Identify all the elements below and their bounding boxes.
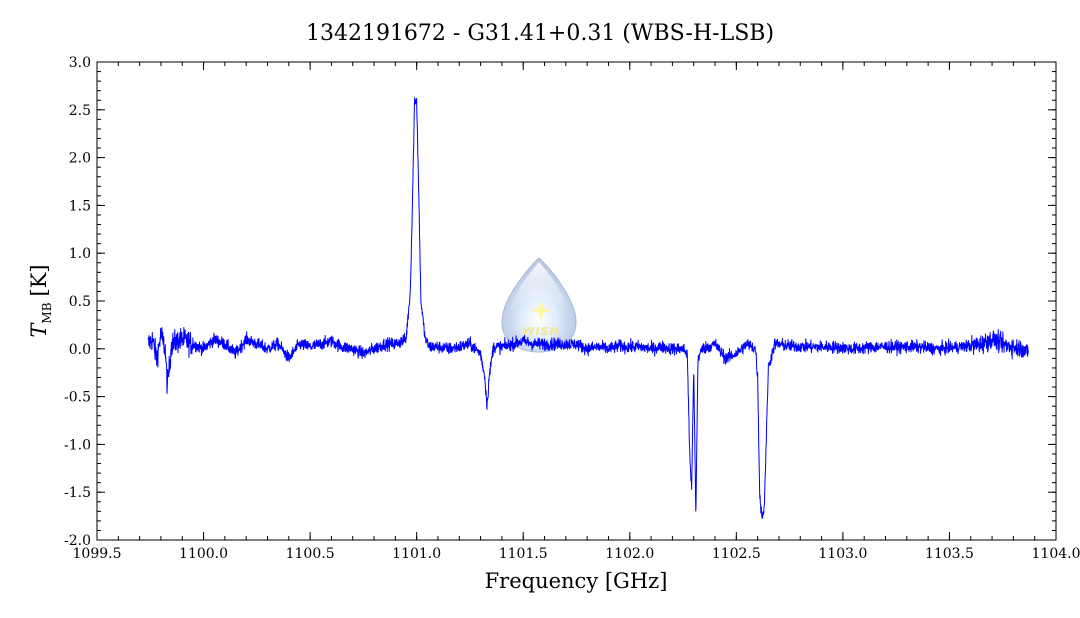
y-tick-label: 1.5 xyxy=(69,198,91,214)
y-tick-label: 2.0 xyxy=(69,151,91,167)
x-tick-label: 1101.5 xyxy=(499,546,548,562)
y-axis-unit: [K] xyxy=(27,264,51,296)
y-tick-label: 3.0 xyxy=(69,55,91,71)
x-tick-label: 1100.0 xyxy=(179,546,228,562)
axis-ticks xyxy=(96,61,1057,541)
star-icon xyxy=(531,300,551,321)
x-tick-label: 1101.0 xyxy=(392,546,441,562)
x-axis-label: Frequency [GHz] xyxy=(485,569,668,593)
y-tick-label: -0.5 xyxy=(64,390,91,406)
x-tick-label: 1102.5 xyxy=(712,546,761,562)
y-tick-label: 0.5 xyxy=(69,294,91,310)
y-tick-label: -1.5 xyxy=(64,485,91,501)
y-axis-symbol: T xyxy=(27,322,51,338)
x-tick-label: 1099.5 xyxy=(73,546,122,562)
y-axis-label: TMB [K] xyxy=(27,264,54,337)
y-tick-label: 0.0 xyxy=(69,342,91,358)
chart-title: 1342191672 - G31.41+0.31 (WBS-H-LSB) xyxy=(306,21,774,46)
y-tick-labels: -2.0 -1.5 -1.0 -0.5 0.0 0.5 1.0 1.5 2.0 2.5 3.0 xyxy=(64,55,91,549)
x-tick-label: 1100.5 xyxy=(286,546,335,562)
y-tick-label: 2.5 xyxy=(69,103,91,119)
wish-logo-drop xyxy=(501,257,577,353)
x-tick-label: 1103.5 xyxy=(925,546,974,562)
y-tick-label: 1.0 xyxy=(69,246,91,262)
wish-logo: WISH xyxy=(501,257,577,353)
y-tick-label: -2.0 xyxy=(64,533,91,549)
y-tick-label: -1.0 xyxy=(64,437,91,453)
x-tick-label: 1103.0 xyxy=(818,546,867,562)
y-axis-subscript: MB xyxy=(40,302,54,323)
plot-frame xyxy=(96,61,1057,541)
x-tick-labels: 1099.5 1100.0 1100.5 1101.0 1101.5 1102.0 1102… xyxy=(73,546,1080,562)
series-line-spectrum xyxy=(147,97,1029,519)
wish-logo-shine xyxy=(510,262,568,312)
x-tick-label: 1104.0 xyxy=(1032,546,1080,562)
wish-logo-text: WISH xyxy=(522,325,559,338)
x-tick-label: 1102.0 xyxy=(605,546,654,562)
